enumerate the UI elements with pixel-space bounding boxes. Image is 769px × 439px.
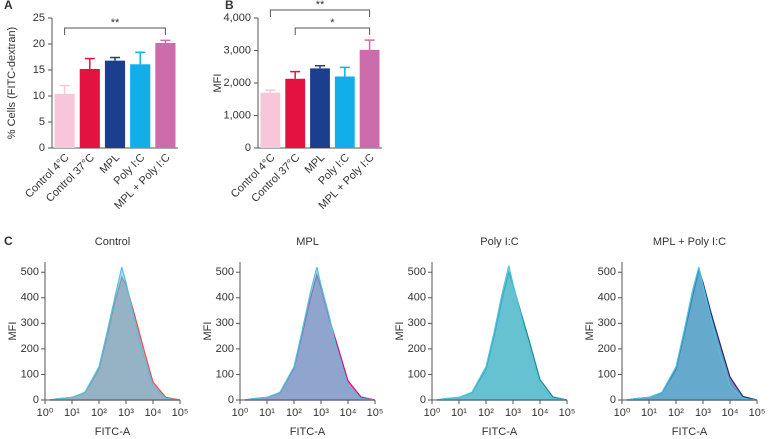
bar (79, 68, 100, 148)
x-tick-label: 10⁵ (172, 407, 189, 419)
significance-bracket (64, 27, 166, 35)
y-tick-label: 0 (610, 394, 616, 406)
y-tick-label: 300 (21, 317, 39, 329)
chart-title: Poly I:C (480, 236, 519, 248)
y-tick-label: 400 (408, 292, 426, 304)
bar (155, 42, 176, 148)
y-axis-label: MFI (212, 74, 224, 93)
x-tick-label: 10³ (313, 407, 329, 419)
x-tick-label: 10⁰ (424, 407, 441, 419)
significance-label: * (330, 17, 335, 29)
significance-label: ** (316, 0, 325, 11)
y-tick-label: 0 (420, 394, 426, 406)
y-tick-label: 300 (408, 317, 426, 329)
chart-title: MPL + Poly I:C (653, 236, 726, 248)
x-axis-label: FITC-A (672, 426, 708, 438)
x-tick-label: 10¹ (259, 407, 275, 419)
x-axis-label: FITC-A (290, 426, 326, 438)
bar (310, 68, 330, 148)
bar (285, 78, 306, 148)
panel-label: B (225, 0, 234, 12)
x-tick-label: 10¹ (641, 407, 657, 419)
x-tick-label: 10¹ (451, 407, 467, 419)
y-tick-label: 4,000 (223, 12, 251, 24)
significance-bracket (294, 27, 371, 35)
y-tick-label: 20 (33, 38, 45, 50)
x-tick-label: 10¹ (64, 407, 80, 419)
significance-label: ** (111, 17, 120, 29)
histogram-area (626, 266, 758, 401)
x-tick-label: 10⁰ (232, 407, 249, 419)
bar (260, 92, 281, 148)
y-tick-label: 5 (39, 116, 45, 128)
y-tick-label: 10 (33, 90, 45, 102)
x-tick-label: 10⁵ (367, 407, 384, 419)
y-tick-label: 0 (33, 394, 39, 406)
y-axis-label: MFI (7, 322, 19, 341)
x-tick-label: 10² (478, 407, 494, 419)
y-tick-label: 3,000 (223, 44, 251, 56)
y-tick-label: 300 (598, 317, 616, 329)
y-tick-label: 200 (216, 343, 234, 355)
y-tick-label: 500 (216, 266, 234, 278)
x-tick-label: 10³ (118, 407, 134, 419)
y-tick-label: 400 (21, 292, 39, 304)
panel-label: A (4, 0, 13, 12)
bar (130, 64, 151, 148)
y-axis-label: MFI (584, 322, 596, 341)
x-tick-label: 10⁴ (722, 407, 739, 419)
y-tick-label: 400 (598, 292, 616, 304)
x-tick-label: 10⁵ (749, 407, 766, 419)
x-tick-label: 10⁵ (559, 407, 576, 419)
y-axis-label: MFI (202, 322, 214, 341)
histogram-area (436, 265, 568, 401)
y-tick-label: 300 (216, 317, 234, 329)
y-tick-label: 200 (598, 343, 616, 355)
y-tick-label: 100 (408, 368, 426, 380)
y-tick-label: 0 (245, 142, 251, 154)
y-tick-label: 25 (33, 12, 45, 24)
bar (359, 49, 380, 148)
x-tick-label: 10⁴ (532, 407, 549, 419)
histogram-area (49, 266, 181, 401)
chart-title: MPL (296, 236, 319, 248)
x-tick-label: 10² (668, 407, 684, 419)
y-axis-label: MFI (394, 322, 406, 341)
y-tick-label: 100 (21, 368, 39, 380)
x-axis-label: FITC-A (95, 426, 131, 438)
y-tick-label: 0 (228, 394, 234, 406)
x-tick-label: 10⁴ (340, 407, 357, 419)
x-tick-label: 10³ (695, 407, 711, 419)
y-tick-label: 500 (598, 266, 616, 278)
bar (334, 76, 355, 148)
y-tick-label: 500 (21, 266, 39, 278)
significance-bracket (269, 9, 371, 17)
y-tick-label: 500 (408, 266, 426, 278)
y-tick-label: 100 (598, 368, 616, 380)
y-tick-label: 400 (216, 292, 234, 304)
x-tick-label: 10² (286, 407, 302, 419)
x-tick-label: 10⁴ (145, 407, 162, 419)
x-tick-label: 10² (91, 407, 107, 419)
y-tick-label: 200 (21, 343, 39, 355)
y-tick-label: 15 (33, 64, 45, 76)
bar (104, 60, 126, 148)
y-tick-label: 200 (408, 343, 426, 355)
panel-label: C (4, 234, 13, 248)
y-tick-label: 100 (216, 368, 234, 380)
y-tick-label: 2,000 (223, 77, 251, 89)
y-tick-label: 0 (39, 142, 45, 154)
x-tick-label: 10³ (505, 407, 521, 419)
x-axis-label: FITC-A (482, 426, 518, 438)
x-tick-label: 10⁰ (37, 407, 54, 419)
y-axis-label: % Cells (FITC-dextran) (6, 27, 18, 139)
chart-title: Control (95, 236, 130, 248)
histogram-area (244, 266, 376, 401)
y-tick-label: 1,000 (223, 109, 251, 121)
x-tick-label: 10⁰ (614, 407, 631, 419)
bar (54, 93, 75, 148)
